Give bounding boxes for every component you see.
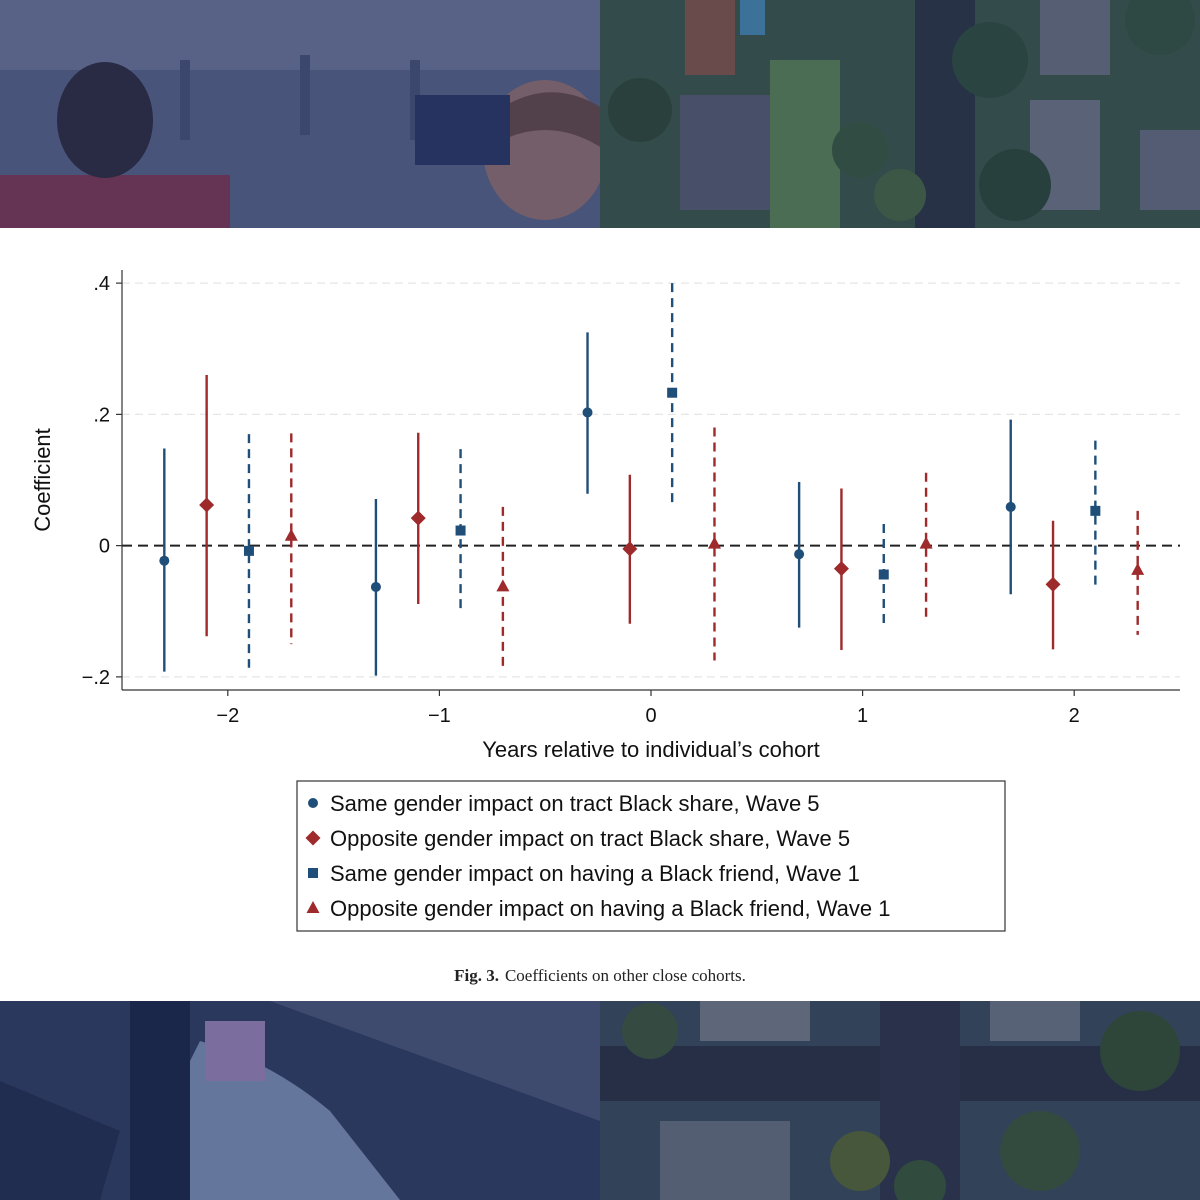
series-1 (159, 332, 1016, 676)
legend-item: Same gender impact on tract Black share,… (308, 791, 820, 816)
point-marker (1045, 576, 1061, 592)
legend-label: Opposite gender impact on having a Black… (330, 896, 891, 921)
legend-box (296, 780, 1006, 932)
caption-text: Coefficients on other close cohorts. (504, 966, 746, 985)
axes (121, 270, 1180, 691)
x-axis-label: Years relative to individual’s cohort (482, 737, 820, 762)
figure-panel: −.2 0 .2 .4 −2 −1 0 1 2 Years relative to indivi… (0, 228, 1200, 1001)
point-marker (410, 510, 426, 526)
x-tick-label: 0 (645, 705, 656, 727)
point-marker (1090, 505, 1101, 516)
coefficient-chart: −.2 0 .2 .4 −2 −1 0 1 2 Years relative to indivi… (30, 270, 1180, 932)
point-marker (707, 536, 721, 549)
y-tick-label: 0 (99, 536, 110, 558)
footer-photo (0, 1001, 1200, 1200)
legend-item: Same gender impact on having a Black fri… (308, 861, 860, 886)
point-marker (1131, 562, 1145, 575)
grid (122, 282, 1180, 678)
series-3 (243, 283, 1101, 668)
legend-marker (308, 868, 318, 878)
caption-label: Fig. 3. (454, 966, 499, 985)
point-marker (370, 581, 381, 592)
ticks: −.2 0 .2 .4 −2 −1 0 1 2 (82, 273, 1080, 727)
legend: Same gender impact on tract Black share,… (296, 780, 1006, 932)
point-marker (582, 407, 593, 418)
point-marker (919, 536, 933, 549)
legend-item: Opposite gender impact on tract Black sh… (305, 826, 850, 851)
y-tick-label: .4 (93, 273, 110, 295)
y-axis-label: Coefficient (30, 428, 55, 532)
x-tick-label: 2 (1069, 705, 1080, 727)
point-marker (243, 545, 254, 556)
point-marker (833, 561, 849, 577)
legend-marker (306, 901, 320, 913)
y-tick-label: .2 (93, 404, 110, 426)
header-photo-band (0, 0, 1200, 228)
figure-caption: Fig. 3. Coefficients on other close cohor… (0, 966, 1200, 986)
y-tick-label: −.2 (82, 667, 110, 689)
legend-item: Opposite gender impact on having a Black… (306, 896, 891, 921)
legend-marker (305, 830, 321, 846)
legend-label: Same gender impact on tract Black share,… (330, 791, 820, 816)
point-marker (199, 497, 215, 513)
x-tick-label: −1 (428, 705, 451, 727)
point-marker (455, 525, 466, 536)
x-tick-label: 1 (857, 705, 868, 727)
legend-label: Opposite gender impact on tract Black sh… (330, 826, 850, 851)
legend-label: Same gender impact on having a Black fri… (330, 861, 860, 886)
series (159, 283, 1145, 676)
point-marker (622, 541, 638, 557)
point-marker (794, 549, 805, 560)
point-marker (1005, 501, 1016, 512)
point-marker (284, 528, 298, 541)
footer-photo-band (0, 1001, 1200, 1200)
header-photo (0, 0, 1200, 228)
point-marker (496, 579, 510, 592)
series-2 (199, 375, 1061, 650)
point-marker (159, 555, 170, 566)
point-marker (878, 569, 889, 580)
x-tick-label: −2 (216, 705, 239, 727)
series-4 (284, 427, 1145, 668)
legend-marker (308, 798, 318, 808)
point-marker (667, 387, 678, 398)
